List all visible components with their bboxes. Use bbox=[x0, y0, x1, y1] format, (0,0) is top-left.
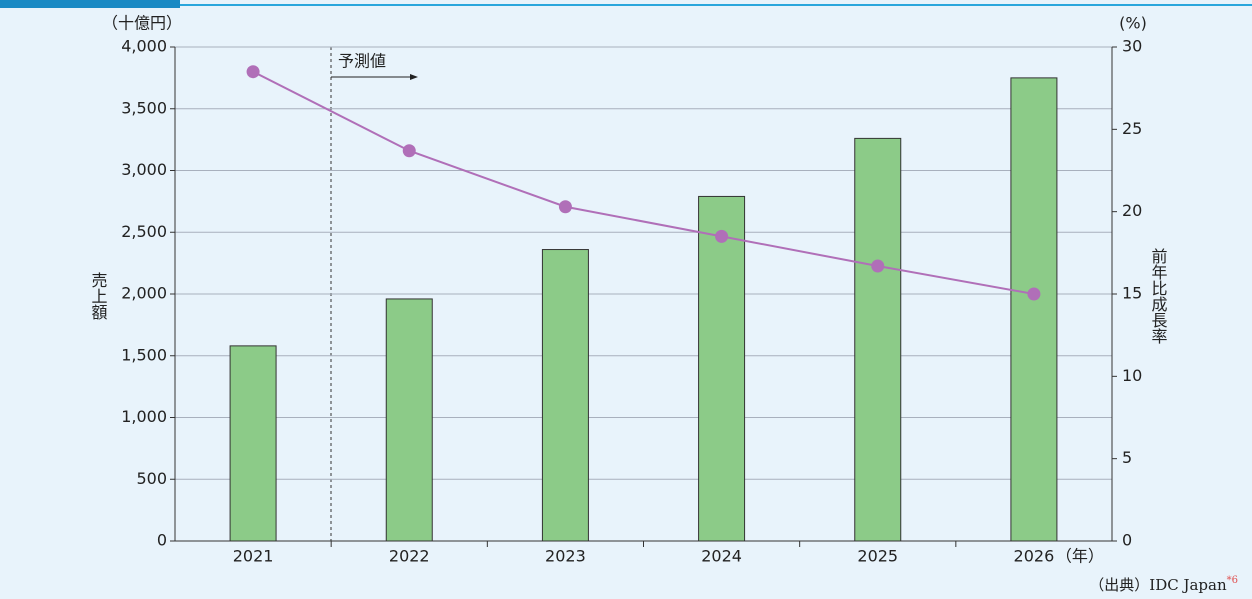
x-tick-label: 2024 bbox=[701, 547, 742, 566]
top-rule bbox=[0, 4, 1252, 6]
y2-tick-label: 25 bbox=[1122, 119, 1142, 138]
y-tick-label: 3,000 bbox=[121, 160, 167, 179]
top-tab bbox=[0, 0, 180, 8]
bar bbox=[229, 345, 277, 542]
line-point bbox=[402, 144, 416, 158]
x-unit: （年） bbox=[1056, 547, 1104, 566]
y-tick-label: 0 bbox=[157, 531, 167, 550]
y-tick-label: 1,500 bbox=[121, 345, 167, 364]
x-tick-label: 2026 bbox=[1014, 547, 1055, 566]
bar bbox=[698, 195, 746, 542]
line-point bbox=[871, 259, 885, 273]
annotation: 予測値 bbox=[338, 52, 386, 71]
line-point bbox=[246, 65, 260, 79]
x-tick-label: 2022 bbox=[389, 547, 430, 566]
y-tick-label: 500 bbox=[136, 469, 167, 488]
bar bbox=[385, 298, 433, 542]
source: （出典）IDC Japan*6 bbox=[1089, 575, 1238, 595]
y2-tick-label: 30 bbox=[1122, 37, 1142, 56]
y-tick-label: 2,000 bbox=[121, 284, 167, 303]
y2-tick-label: 0 bbox=[1122, 531, 1132, 550]
y-tick-label: 2,500 bbox=[121, 222, 167, 241]
x-tick-label: 2021 bbox=[233, 547, 274, 566]
x-tick-label: 2025 bbox=[857, 547, 898, 566]
y-tick-label: 1,000 bbox=[121, 407, 167, 426]
source-note: *6 bbox=[1227, 575, 1238, 586]
y-unit: （十億円） bbox=[102, 14, 182, 33]
x-tick-label: 2023 bbox=[545, 547, 586, 566]
y2-tick-label: 15 bbox=[1122, 284, 1142, 303]
line-point bbox=[715, 229, 729, 243]
line-point bbox=[558, 200, 572, 214]
annotation-arrowhead bbox=[410, 74, 418, 80]
bar bbox=[854, 137, 902, 542]
y2-tick-label: 5 bbox=[1122, 448, 1132, 467]
y-tick-label: 4,000 bbox=[121, 37, 167, 56]
y2-tick-label: 10 bbox=[1122, 366, 1142, 385]
line-point bbox=[1027, 287, 1041, 301]
line bbox=[252, 70, 1035, 295]
y-axis-label: 売上額 bbox=[89, 272, 108, 320]
bar bbox=[1010, 77, 1058, 542]
y2-tick-label: 20 bbox=[1122, 201, 1142, 220]
source-text: （出典）IDC Japan bbox=[1089, 576, 1227, 594]
bar bbox=[541, 249, 589, 542]
y2-axis-label: 前年比成長率 bbox=[1149, 248, 1168, 344]
y-tick-label: 3,500 bbox=[121, 98, 167, 117]
y2-unit: (%) bbox=[1119, 14, 1147, 33]
